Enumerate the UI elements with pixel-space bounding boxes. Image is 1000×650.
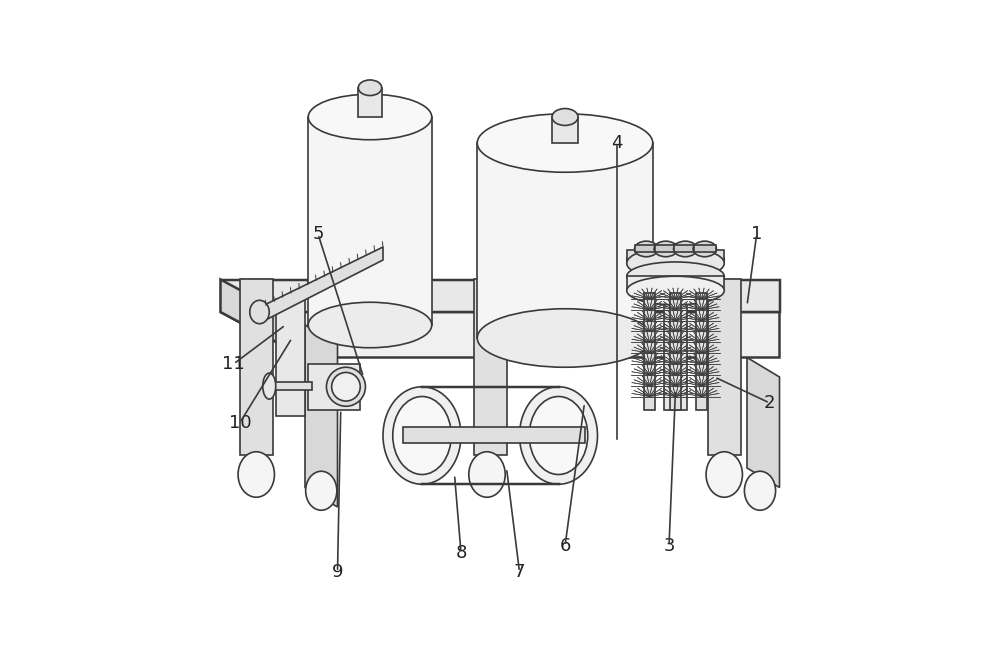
Ellipse shape [627,262,724,291]
Ellipse shape [306,471,337,510]
Text: 5: 5 [312,225,324,243]
Text: 2: 2 [764,394,776,412]
Bar [276,299,305,416]
Text: 11: 11 [222,355,245,373]
Ellipse shape [552,109,578,125]
Text: 4: 4 [611,134,623,152]
Bar [358,88,382,117]
Ellipse shape [744,471,776,510]
Bar [240,280,272,455]
Bar [670,292,681,410]
Ellipse shape [654,241,677,257]
Bar [308,364,360,410]
Ellipse shape [529,396,588,474]
Text: 3: 3 [663,537,675,555]
Polygon shape [266,247,383,320]
Ellipse shape [332,372,360,401]
Ellipse shape [358,80,382,96]
Ellipse shape [627,244,724,276]
Bar [708,280,740,455]
Bar [552,117,578,143]
Bar [674,245,696,252]
Ellipse shape [693,241,716,257]
Bar [696,292,707,410]
Text: 6: 6 [559,537,571,555]
Ellipse shape [520,387,598,484]
Bar [474,280,507,455]
Bar [627,276,724,291]
Ellipse shape [393,396,451,474]
Text: 7: 7 [514,563,525,581]
Ellipse shape [308,302,432,348]
Ellipse shape [238,452,274,497]
Bar [269,382,312,390]
Polygon shape [220,312,780,358]
Text: 1: 1 [751,225,762,243]
Polygon shape [308,117,432,325]
Ellipse shape [627,276,724,305]
Text: 10: 10 [229,413,251,432]
Bar [402,427,584,443]
Bar [655,245,677,252]
Bar [644,292,655,410]
Polygon shape [220,280,305,358]
Ellipse shape [326,367,365,406]
Polygon shape [477,143,653,338]
Ellipse shape [308,94,432,140]
Ellipse shape [627,247,724,280]
Text: 9: 9 [332,563,343,581]
Ellipse shape [674,241,697,257]
Bar [627,250,724,263]
Text: 8: 8 [455,543,467,562]
Polygon shape [220,280,780,312]
Bar [635,245,657,252]
Ellipse shape [477,114,653,172]
Ellipse shape [263,373,276,399]
Ellipse shape [250,300,269,324]
Bar [694,245,716,252]
Polygon shape [305,325,338,507]
Ellipse shape [477,309,653,367]
Ellipse shape [635,241,658,257]
Polygon shape [747,358,780,488]
Ellipse shape [706,452,742,497]
Ellipse shape [383,387,461,484]
Ellipse shape [469,452,505,497]
Bar [664,266,687,410]
